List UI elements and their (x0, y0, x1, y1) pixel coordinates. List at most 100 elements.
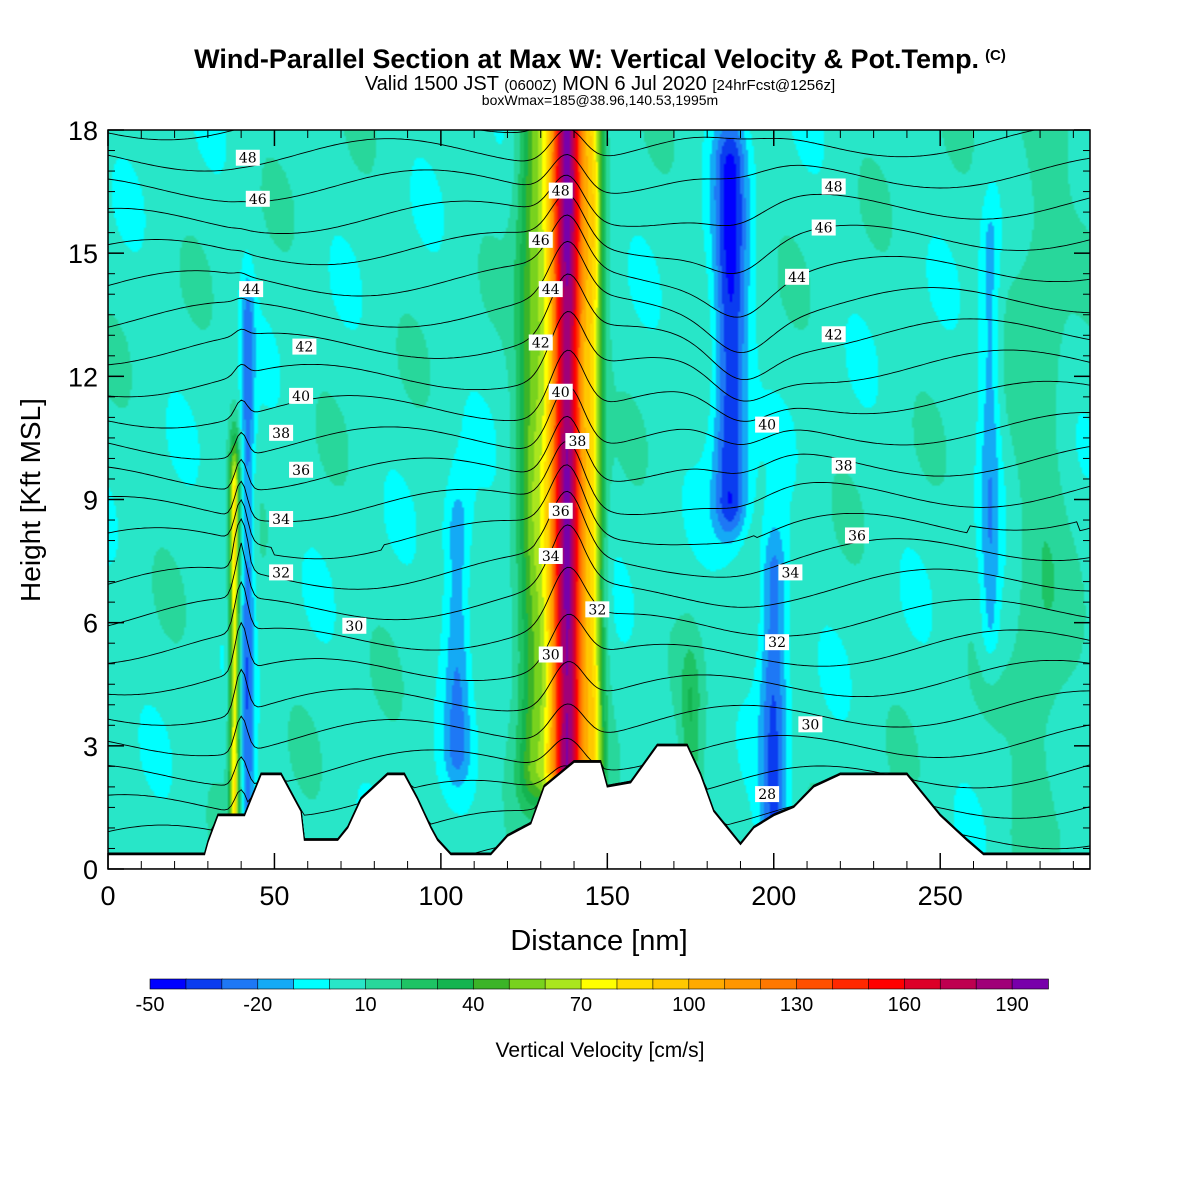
colorbar-swatch (796, 978, 834, 990)
isentrope-line (108, 385, 1090, 460)
contour-label: 32 (588, 602, 606, 618)
contour-label-bg (811, 219, 836, 236)
y-tick-label: 6 (83, 609, 98, 639)
colorbar-swatch (221, 978, 259, 990)
contour-label-bg (548, 182, 573, 199)
contour-label-bg (289, 461, 314, 478)
colorbar-swatch (975, 978, 1013, 990)
y-tick-label: 15 (68, 239, 98, 269)
colorbar-tick-label: -50 (136, 994, 165, 1016)
contour-label-bg (245, 190, 270, 207)
contour-label: 30 (345, 619, 363, 635)
contour-label-bg (235, 149, 260, 166)
contour-label: 42 (825, 327, 843, 343)
contour-label-bg (548, 502, 573, 519)
colorbar-swatch (904, 978, 942, 990)
isentrope-line (108, 174, 1090, 234)
x-tick-label: 250 (918, 881, 963, 911)
y-tick-label: 9 (83, 486, 98, 516)
contour-label: 30 (542, 648, 560, 664)
potential-temperature-contours (108, 61, 1090, 856)
colorbar-swatch (580, 978, 618, 990)
x-axis-label: Distance [nm] (510, 925, 687, 957)
contour-label-bg (269, 564, 294, 581)
colorbar-swatch (724, 978, 762, 990)
contour-label: 40 (758, 418, 776, 434)
x-tick-label: 50 (259, 881, 289, 911)
contour-label: 34 (272, 512, 290, 528)
copyright-mark: (C) (985, 47, 1006, 64)
isentrope-line (108, 464, 1090, 560)
contour-label: 44 (542, 282, 560, 298)
contour-label: 34 (781, 565, 799, 581)
colorbar-swatch (472, 978, 510, 990)
isentrope-line (108, 193, 1090, 275)
contour-label: 42 (532, 335, 550, 351)
isentrope-line (108, 415, 1090, 491)
colorbar-swatch (939, 978, 977, 990)
contour-label: 48 (239, 151, 257, 167)
colorbar-swatch (401, 978, 439, 990)
colorbar: -50 -20 10 40 70 100 130 160 190 (136, 978, 1049, 1016)
contour-label-bg (269, 424, 294, 441)
contour-label: 32 (272, 565, 290, 581)
colorbar-swatch (544, 978, 582, 990)
colorbar-tick-label: 130 (780, 994, 813, 1016)
x-tick-label: 150 (585, 881, 630, 911)
colorbar-swatch (437, 978, 475, 990)
contour-label: 34 (542, 549, 560, 565)
y-tick-label: 12 (68, 362, 98, 392)
colorbar-swatch (365, 978, 403, 990)
terrain (108, 745, 1090, 869)
contour-labels: 48 46 44 42 40 38 36 34 32 30 48 46 44 42 40 38 36 34 32 30… (235, 149, 869, 803)
contour-label: 36 (848, 528, 866, 544)
contour-label-bg (755, 786, 780, 803)
colorbar-tick-label: 160 (888, 994, 921, 1016)
x-tick-label: 200 (751, 881, 796, 911)
contour-label: 46 (249, 192, 267, 208)
isentrope-line (108, 240, 1090, 354)
boxwmax-note: boxWmax=185@38.96,140.53,1995m (481, 92, 719, 108)
isentrope-line (108, 154, 1090, 203)
contour-label-bg (755, 416, 780, 433)
colorbar-swatch (257, 978, 295, 990)
y-tick-label: 18 (68, 116, 98, 146)
isentrope-line (108, 61, 1090, 108)
contour-label: 38 (835, 459, 853, 475)
contour-label: 44 (788, 270, 806, 286)
contour-label: 36 (292, 463, 310, 479)
y-tick-label: 3 (83, 732, 98, 762)
y-tick-label: 0 (83, 855, 98, 885)
contour-label: 48 (552, 184, 570, 200)
contour-label-bg (538, 646, 563, 663)
isentrope-line (108, 349, 1090, 429)
colorbar-label: Vertical Velocity [cm/s] (496, 1039, 705, 1062)
colorbar-swatch (329, 978, 367, 990)
colorbar-tick-label: -20 (243, 994, 272, 1016)
colorbar-swatch (652, 978, 690, 990)
colorbar-tick-label: 10 (354, 994, 376, 1016)
contour-label-bg (239, 281, 264, 298)
isentrope-line (108, 690, 1090, 757)
colorbar-swatch (149, 978, 187, 990)
contour-label: 46 (815, 221, 833, 237)
contour-label-bg (565, 433, 590, 450)
contour-label-bg (292, 338, 317, 355)
vertical-velocity-shading (108, 130, 1090, 869)
contour-label: 40 (552, 385, 570, 401)
contour-label: 32 (768, 635, 786, 651)
chart-subtitle: Valid 1500 JST (0600Z) MON 6 Jul 2020 [2… (364, 73, 836, 95)
contour-label: 36 (552, 504, 570, 520)
colorbar-swatch (868, 978, 906, 990)
contour-label-bg (821, 178, 846, 195)
isentrope-line (108, 659, 1090, 726)
isentrope-line (108, 524, 1090, 627)
isentrope-line (108, 743, 1090, 816)
contour-label-bg (548, 383, 573, 400)
colorbar-swatch (688, 978, 726, 990)
chart-title: Wind-Parallel Section at Max W: Vertical… (194, 44, 1006, 74)
contour-label: 48 (825, 179, 843, 195)
contour-label-bg (342, 617, 367, 634)
contour-label-bg (765, 634, 790, 651)
contour-label: 38 (272, 426, 290, 442)
